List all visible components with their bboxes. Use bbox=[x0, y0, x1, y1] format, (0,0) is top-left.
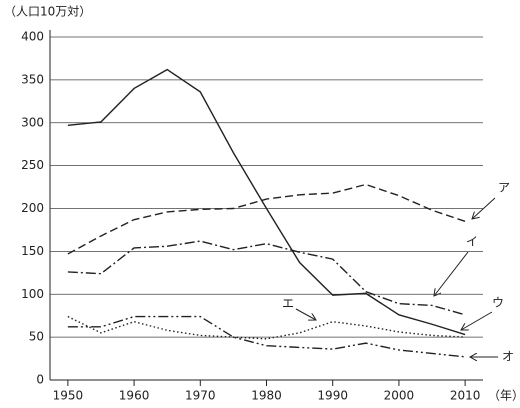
series-label: イ bbox=[466, 235, 478, 249]
y-tick-label: 400 bbox=[21, 30, 44, 44]
series-label: ウ bbox=[492, 296, 504, 310]
x-axis-label: （年） bbox=[488, 389, 520, 403]
y-tick-label: 350 bbox=[21, 72, 44, 86]
y-tick-label: 150 bbox=[21, 244, 44, 258]
x-tick-label: 1980 bbox=[251, 389, 282, 403]
series-label: ア bbox=[498, 181, 510, 195]
y-tick-label: 300 bbox=[21, 115, 44, 129]
x-tick-label: 1960 bbox=[119, 389, 150, 403]
arrow bbox=[461, 311, 493, 330]
x-tick-label: 2010 bbox=[450, 389, 481, 403]
series-label: エ bbox=[282, 297, 294, 311]
x-tick-label: 1970 bbox=[185, 389, 216, 403]
y-tick-label: 0 bbox=[36, 373, 44, 387]
y-tick-label: 50 bbox=[29, 330, 44, 344]
arrow bbox=[434, 251, 469, 296]
series-line bbox=[67, 68, 466, 336]
arrow bbox=[295, 308, 316, 320]
y-tick-label: 200 bbox=[21, 201, 44, 215]
series-line bbox=[67, 240, 466, 316]
y-tick-label: 250 bbox=[21, 158, 44, 172]
series-line bbox=[67, 315, 466, 340]
series-line bbox=[67, 315, 466, 358]
arrow bbox=[472, 197, 496, 219]
x-tick-label: 1990 bbox=[317, 389, 348, 403]
series-line bbox=[67, 183, 466, 255]
x-tick-label: 1950 bbox=[53, 389, 84, 403]
y-axis-label: （人口10万対） bbox=[4, 5, 91, 19]
y-tick-label: 100 bbox=[21, 287, 44, 301]
series-label: オ bbox=[502, 350, 514, 364]
x-tick-label: 2000 bbox=[384, 389, 415, 403]
